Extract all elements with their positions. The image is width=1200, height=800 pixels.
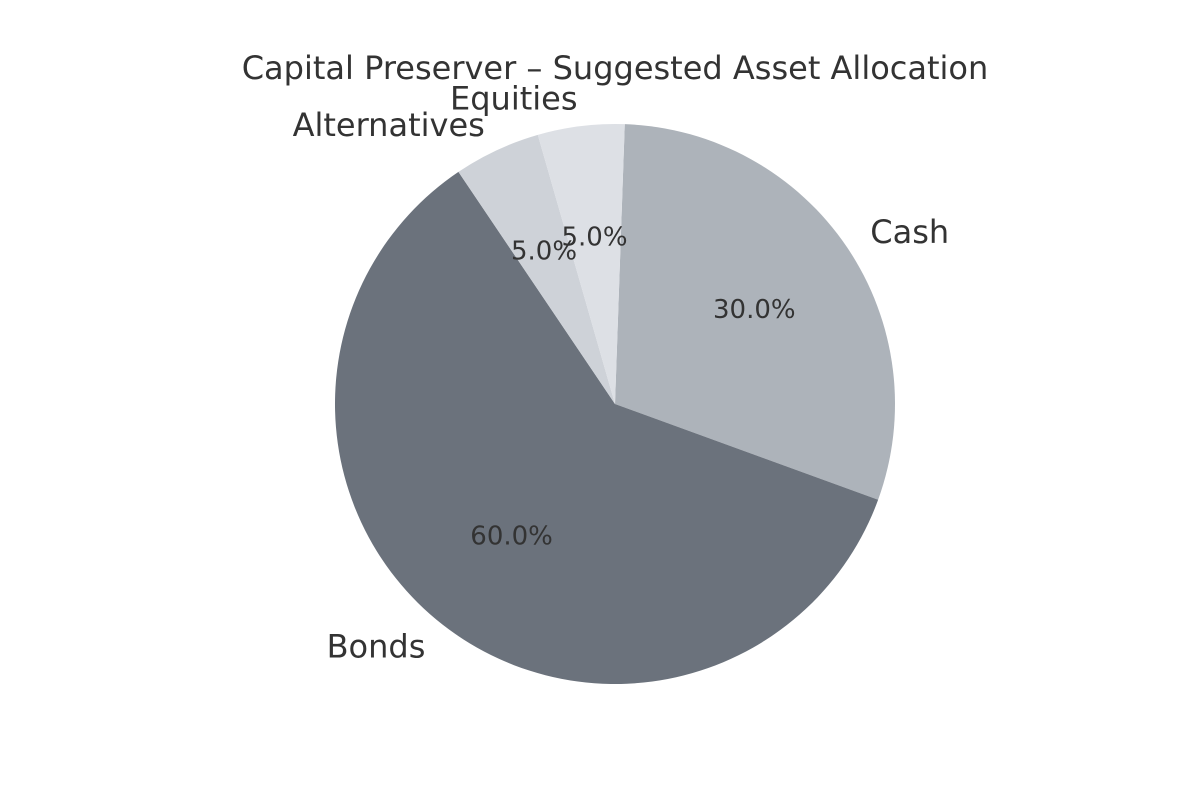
pie-slice-cash — [615, 124, 895, 500]
chart-title: Capital Preserver – Suggested Asset Allo… — [242, 49, 989, 87]
pct-label-bonds: 60.0% — [470, 521, 553, 551]
slice-label-alternatives: Alternatives — [293, 106, 485, 144]
pct-label-alternatives: 5.0% — [511, 237, 577, 267]
slice-label-equities: Equities — [450, 79, 578, 117]
pie-slice-alternatives — [458, 134, 615, 404]
pct-label-equities: 5.0% — [561, 222, 627, 252]
pie-labels: 30.0% Cash 60.0% Bonds 5.0% Alternatives 5.0% E… — [293, 79, 950, 665]
pie-slice-bonds — [334, 171, 879, 685]
pie-slices — [334, 123, 895, 685]
slice-label-cash: Cash — [870, 213, 949, 251]
pie-slice-equities — [537, 123, 625, 405]
pct-label-cash: 30.0% — [713, 295, 796, 325]
slice-label-bonds: Bonds — [327, 628, 426, 666]
